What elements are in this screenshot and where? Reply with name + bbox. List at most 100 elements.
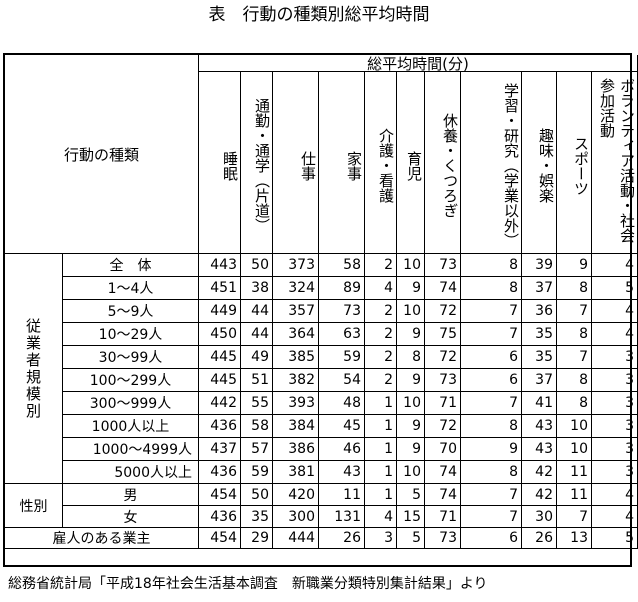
- source-note: 総務省統計局「平成18年社会生活基本調査 新職業分類特別集計結果」より: [8, 576, 488, 592]
- table-cell: 5: [397, 484, 425, 506]
- table-cell: 36: [522, 300, 557, 323]
- table-cell: 8: [461, 277, 522, 300]
- column-header: 仕事: [273, 72, 319, 254]
- table-cell: 49: [241, 346, 273, 369]
- row-label: 全 体: [63, 254, 199, 277]
- table-cell: 357: [273, 300, 319, 323]
- table-cell: 3: [592, 346, 638, 369]
- table-cell: 385: [273, 346, 319, 369]
- table-cell: 70: [425, 438, 461, 461]
- group-label-gender: 性別: [5, 484, 63, 528]
- table-cell: 384: [273, 415, 319, 438]
- table-cell: 436: [199, 415, 241, 438]
- table-cell: 300: [273, 506, 319, 528]
- corner-header: 行動の種類: [5, 55, 199, 254]
- table-cell: 74: [425, 484, 461, 506]
- table-cell: 11: [557, 484, 592, 506]
- table-cell: 2: [365, 254, 397, 277]
- table-cell: 4: [592, 254, 638, 277]
- table-cell: 43: [522, 415, 557, 438]
- table-cell: 5: [397, 528, 425, 549]
- table-cell: 39: [522, 254, 557, 277]
- table-cell: 35: [522, 323, 557, 346]
- row-label: 10～29人: [63, 323, 199, 346]
- table-cell: 4: [592, 323, 638, 346]
- table-cell: 5: [592, 528, 638, 549]
- table-cell: 72: [425, 346, 461, 369]
- table-cell: 444: [273, 528, 319, 549]
- table-cell: 8: [557, 369, 592, 392]
- column-header: 趣味・娯楽: [522, 72, 557, 254]
- table-cell: 2: [365, 346, 397, 369]
- table-cell: 1: [365, 484, 397, 506]
- table-cell: 35: [241, 506, 273, 528]
- table-cell: 8: [461, 254, 522, 277]
- table-cell: 46: [319, 438, 365, 461]
- column-header: 育児: [397, 72, 425, 254]
- table-cell: 74: [425, 461, 461, 484]
- table-cell: 58: [241, 415, 273, 438]
- column-header: 通勤・通学（片道）: [241, 72, 273, 254]
- table-cell: 364: [273, 323, 319, 346]
- table-cell: 6: [461, 528, 522, 549]
- table-cell: 37: [522, 277, 557, 300]
- table-cell: 42: [522, 484, 557, 506]
- table-cell: 54: [319, 369, 365, 392]
- table-cell: 51: [241, 369, 273, 392]
- table-cell: 48: [319, 392, 365, 415]
- time-use-table: 行動の種類 総平均時間(分) 睡眠 通勤・通学（片道） 仕事 家事 介護・看護 育児 休養・くつ…: [3, 53, 638, 567]
- table-cell: 8: [557, 392, 592, 415]
- table-cell: 89: [319, 277, 365, 300]
- row-label: 300～999人: [63, 392, 199, 415]
- table-cell: 10: [397, 461, 425, 484]
- table-cell: 9: [397, 323, 425, 346]
- table-cell: 373: [273, 254, 319, 277]
- column-header: 睡眠: [199, 72, 241, 254]
- table-cell: 9: [397, 438, 425, 461]
- table-cell: 13: [557, 528, 592, 549]
- table-cell: 59: [241, 461, 273, 484]
- table-cell: 7: [461, 300, 522, 323]
- table-cell: 4: [592, 300, 638, 323]
- table-cell: 2: [365, 369, 397, 392]
- table-cell: 449: [199, 300, 241, 323]
- group-header: 総平均時間(分): [199, 55, 638, 72]
- table-cell: 55: [241, 392, 273, 415]
- table-cell: 4: [592, 506, 638, 528]
- row-label: 30～99人: [63, 346, 199, 369]
- table-cell: 8: [557, 277, 592, 300]
- table-cell: 393: [273, 392, 319, 415]
- row-label: 男: [63, 484, 199, 506]
- table-cell: 58: [319, 254, 365, 277]
- row-label: 5000人以上: [63, 461, 199, 484]
- table-cell: 9: [397, 369, 425, 392]
- table-cell: 381: [273, 461, 319, 484]
- row-label: 1000～4999人: [63, 438, 199, 461]
- row-label: 1000人以上: [63, 415, 199, 438]
- table-cell: 1: [365, 392, 397, 415]
- column-header: 家事: [319, 72, 365, 254]
- table-cell: 63: [319, 323, 365, 346]
- table-cell: 4: [365, 506, 397, 528]
- table-cell: 8: [461, 415, 522, 438]
- table-cell: 451: [199, 277, 241, 300]
- table-cell: 2: [365, 300, 397, 323]
- table-cell: 72: [425, 415, 461, 438]
- table-cell: 9: [461, 438, 522, 461]
- table-cell: 386: [273, 438, 319, 461]
- table-cell: 6: [461, 369, 522, 392]
- row-label: 100～299人: [63, 369, 199, 392]
- table-cell: 35: [522, 346, 557, 369]
- table-cell: 8: [397, 346, 425, 369]
- table-cell: 450: [199, 323, 241, 346]
- table-cell: 2: [365, 323, 397, 346]
- table-cell: 7: [461, 506, 522, 528]
- table-cell: 1: [365, 415, 397, 438]
- row-label: 女: [63, 506, 199, 528]
- table-cell: 1: [365, 461, 397, 484]
- table-cell: 43: [319, 461, 365, 484]
- row-label: 5～9人: [63, 300, 199, 323]
- table-cell: 50: [241, 484, 273, 506]
- table-cell: 6: [461, 346, 522, 369]
- table-cell: 11: [557, 461, 592, 484]
